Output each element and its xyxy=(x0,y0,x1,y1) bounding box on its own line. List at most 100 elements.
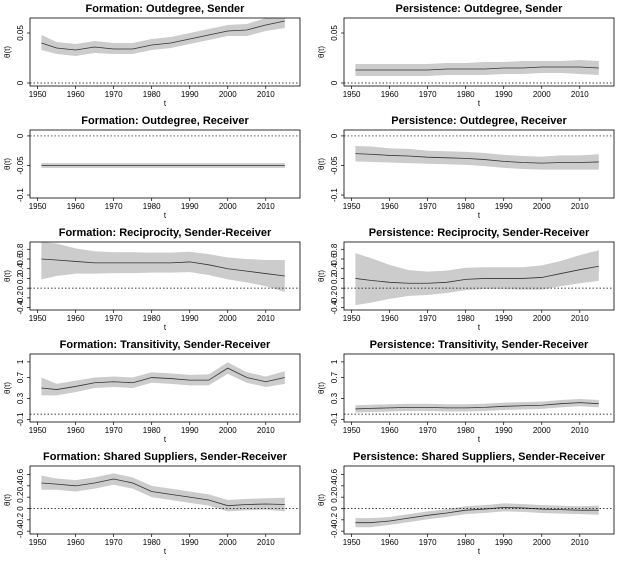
x-tick-label: 2000 xyxy=(219,202,237,211)
x-tick-label: 1980 xyxy=(143,314,161,323)
x-tick-label: 1990 xyxy=(181,538,199,547)
y-axis-label: θ(t) xyxy=(3,494,12,506)
x-tick-label: 2000 xyxy=(533,90,551,99)
x-tick-label: 2010 xyxy=(571,538,589,547)
y-tick-label: 0.2 xyxy=(16,272,25,284)
x-tick-label: 1950 xyxy=(29,314,47,323)
x-tick-label: 2000 xyxy=(219,90,237,99)
line xyxy=(41,478,285,507)
y-axis-label: θ(t) xyxy=(317,158,326,170)
y-tick-label: 0.05 xyxy=(330,25,339,41)
x-tick-label: 1970 xyxy=(419,202,437,211)
x-tick-label: 2010 xyxy=(257,426,275,435)
y-tick-label: 0 xyxy=(16,506,25,511)
y-tick-label: -0.1 xyxy=(330,412,339,426)
x-tick-label: 1970 xyxy=(105,538,123,547)
y-axis-label: θ(t) xyxy=(317,494,326,506)
x-tick-label: 1960 xyxy=(67,314,85,323)
y-tick-label: 0.4 xyxy=(330,480,339,492)
line xyxy=(355,402,599,410)
x-tick-label: 1990 xyxy=(181,426,199,435)
y-axis-label: θ(t) xyxy=(3,382,12,394)
plot-frame xyxy=(29,465,301,535)
x-tick-label: 1990 xyxy=(495,314,513,323)
y-tick-label: 0.8 xyxy=(16,243,25,255)
x-tick-label: 2010 xyxy=(571,202,589,211)
x-tick-label: 2000 xyxy=(219,538,237,547)
y-tick-label: 0.6 xyxy=(16,468,25,480)
x-tick-label: 2000 xyxy=(533,202,551,211)
chart-title: Persistence: Outdegree, Receiver xyxy=(391,115,567,127)
line xyxy=(355,66,599,71)
x-tick-label: 1990 xyxy=(495,90,513,99)
plot-frame xyxy=(343,241,615,311)
confidence-band xyxy=(41,242,285,293)
x-tick-label: 1960 xyxy=(67,202,85,211)
y-tick-label: 0.8 xyxy=(330,243,339,255)
x-tick-label: 1980 xyxy=(457,538,475,547)
line xyxy=(355,153,599,164)
chart-title: Formation: Outdegree, Receiver xyxy=(81,115,249,127)
x-tick-label: 1980 xyxy=(143,202,161,211)
plot-frame xyxy=(29,17,301,87)
y-tick-label: 0 xyxy=(16,133,25,138)
line xyxy=(355,506,599,524)
x-tick-label: 1990 xyxy=(495,426,513,435)
y-tick-label: -0.2 xyxy=(330,290,339,304)
y-tick-label: -0.4 xyxy=(16,300,25,314)
x-tick-label: 2000 xyxy=(219,426,237,435)
y-tick-label: 0 xyxy=(330,285,339,290)
x-tick-label: 2010 xyxy=(571,90,589,99)
y-tick-label: 0.6 xyxy=(330,253,339,265)
x-tick-label: 1980 xyxy=(457,426,475,435)
chart-title: Persistence: Outdegree, Sender xyxy=(396,3,564,15)
x-axis-label: t xyxy=(478,99,481,108)
x-tick-label: 1970 xyxy=(419,314,437,323)
y-tick-label: 0.6 xyxy=(16,253,25,265)
y-tick-label: -0.2 xyxy=(330,512,339,526)
x-tick-label: 2000 xyxy=(533,538,551,547)
plot-frame xyxy=(343,17,615,87)
x-tick-label: 1960 xyxy=(381,90,399,99)
y-tick-label: -0.2 xyxy=(16,512,25,526)
line xyxy=(355,265,599,284)
x-tick-label: 1980 xyxy=(143,538,161,547)
x-tick-label: 1990 xyxy=(181,202,199,211)
y-tick-label: -0.4 xyxy=(16,524,25,538)
plot-frame xyxy=(343,353,615,423)
x-tick-label: 1950 xyxy=(343,426,361,435)
y-tick-label: -0.4 xyxy=(330,524,339,538)
y-tick-label: 0.4 xyxy=(330,263,339,275)
confidence-band xyxy=(355,145,599,170)
x-tick-label: 1950 xyxy=(29,426,47,435)
x-tick-label: 1970 xyxy=(105,314,123,323)
x-tick-label: 1960 xyxy=(67,426,85,435)
x-tick-label: 1980 xyxy=(457,90,475,99)
y-tick-label: -0.2 xyxy=(16,290,25,304)
y-axis-label: θ(t) xyxy=(3,46,12,58)
x-axis-label: t xyxy=(478,547,481,556)
y-axis-label: θ(t) xyxy=(317,270,326,282)
chart-title: Persistence: Reciprocity, Sender-Receive… xyxy=(369,227,590,239)
x-tick-label: 2010 xyxy=(257,314,275,323)
chart-title: Formation: Outdegree, Sender xyxy=(86,3,246,15)
plot-frame xyxy=(29,353,301,423)
x-tick-label: 1990 xyxy=(495,538,513,547)
plot-frame xyxy=(343,465,615,535)
y-tick-label: 0.3 xyxy=(16,392,25,404)
y-axis-label: θ(t) xyxy=(317,46,326,58)
x-tick-label: 1970 xyxy=(419,426,437,435)
x-axis-label: t xyxy=(164,323,167,332)
x-tick-label: 2000 xyxy=(533,426,551,435)
y-tick-label: 0 xyxy=(330,506,339,511)
x-tick-label: 2000 xyxy=(219,314,237,323)
x-tick-label: 1960 xyxy=(381,538,399,547)
x-tick-label: 1980 xyxy=(457,314,475,323)
y-tick-label: -0.1 xyxy=(330,188,339,202)
chart-title: Formation: Shared Suppliers, Sender-Rece… xyxy=(43,451,288,463)
x-tick-label: 1970 xyxy=(419,538,437,547)
y-tick-label: 0.3 xyxy=(330,392,339,404)
y-tick-label: -0.05 xyxy=(16,156,25,175)
x-tick-label: 1970 xyxy=(105,202,123,211)
